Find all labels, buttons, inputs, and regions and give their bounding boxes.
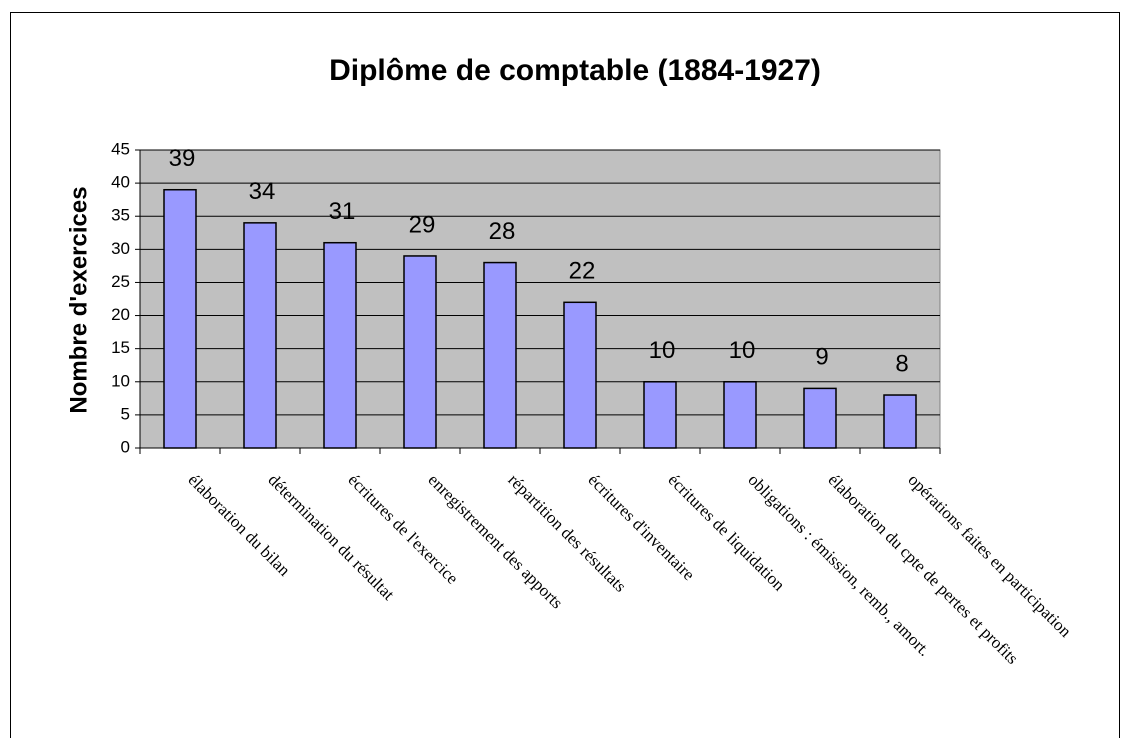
y-tick-label: 40 <box>111 173 130 192</box>
bar <box>723 381 757 449</box>
bar <box>883 394 917 449</box>
bar <box>243 222 277 449</box>
y-tick-label: 15 <box>111 338 130 357</box>
bar <box>323 241 357 449</box>
y-tick-label: 20 <box>111 305 130 324</box>
data-label: 10 <box>729 337 756 364</box>
chart-title: Diplôme de comptable (1884-1927) <box>329 54 821 87</box>
data-label: 9 <box>815 344 828 371</box>
data-label: 39 <box>169 145 196 172</box>
data-label: 8 <box>895 350 908 377</box>
y-tick-label: 25 <box>111 272 130 291</box>
data-label: 34 <box>249 178 276 205</box>
data-label: 22 <box>569 258 596 285</box>
bar <box>563 301 597 449</box>
bar <box>163 188 197 449</box>
y-tick-label: 35 <box>111 206 130 225</box>
y-tick-label: 10 <box>111 371 130 390</box>
y-tick-label: 30 <box>111 239 130 258</box>
data-label: 10 <box>649 337 676 364</box>
y-tick-label: 45 <box>111 139 130 158</box>
bar <box>803 387 837 449</box>
data-label: 31 <box>329 198 356 225</box>
bar <box>483 261 517 449</box>
bar <box>643 381 677 449</box>
y-tick-label: 5 <box>121 404 130 423</box>
data-label: 29 <box>409 211 436 238</box>
bar <box>403 255 437 449</box>
y-axis-label: Nombre d'exercices <box>65 186 92 413</box>
y-tick-label: 0 <box>121 437 130 456</box>
data-label: 28 <box>489 218 516 245</box>
